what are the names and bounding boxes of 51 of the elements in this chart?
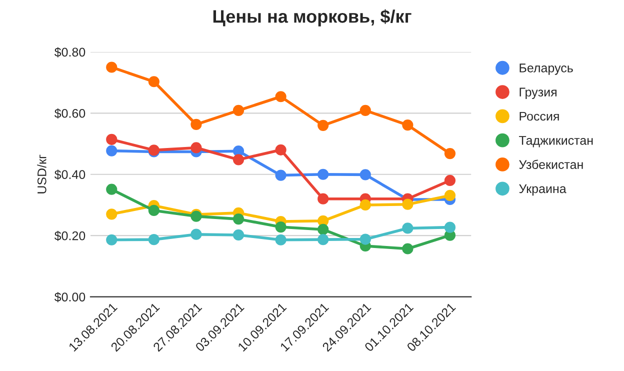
point: [360, 199, 371, 211]
point: [106, 134, 118, 146]
point: [402, 198, 414, 210]
legend-label: Украина: [519, 184, 566, 196]
point: [190, 118, 202, 130]
point: [275, 91, 286, 102]
legend-label: Узбекистан: [519, 160, 583, 169]
point: [444, 148, 456, 160]
point: [106, 208, 118, 220]
point: [232, 229, 244, 241]
legend-label: Грузия: [520, 88, 556, 99]
y-axis-title: USD/кг: [37, 154, 46, 194]
point: [275, 144, 286, 156]
chart-title: Цены на морковь, $/кг: [213, 9, 412, 26]
point: [318, 234, 329, 246]
point: [318, 120, 329, 131]
point: [360, 169, 371, 180]
point: [190, 228, 202, 240]
legend-label: Россия: [520, 112, 559, 121]
legend-label: Беларусь: [520, 64, 573, 75]
point: [444, 190, 456, 202]
point: [275, 221, 286, 233]
point: [232, 214, 244, 225]
y-tick-label: $0.20: [54, 230, 86, 241]
point: [232, 154, 244, 166]
point: [106, 145, 118, 156]
point: [106, 234, 118, 246]
point: [402, 222, 414, 234]
y-tick-label: $0.60: [54, 108, 86, 119]
point: [402, 243, 414, 254]
point: [402, 120, 414, 131]
point: [148, 204, 160, 216]
point: [318, 224, 329, 236]
point: [232, 104, 244, 116]
point: [444, 174, 456, 186]
point: [148, 234, 160, 246]
point: [275, 234, 286, 246]
point: [360, 104, 371, 116]
point: [275, 170, 286, 181]
point: [190, 142, 202, 154]
point: [318, 168, 329, 180]
legend-label: Таджикистан: [519, 136, 593, 148]
point: [318, 193, 329, 204]
point: [106, 184, 118, 195]
y-tick-label: $0.00: [54, 292, 86, 302]
point: [148, 76, 160, 88]
point: [106, 62, 118, 73]
y-tick-label: $0.40: [54, 170, 86, 180]
y-tick-label: $0.80: [54, 47, 86, 58]
point: [444, 222, 456, 233]
point: [360, 234, 371, 245]
